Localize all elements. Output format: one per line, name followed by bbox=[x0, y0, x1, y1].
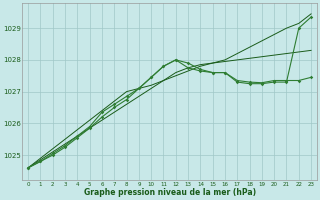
X-axis label: Graphe pression niveau de la mer (hPa): Graphe pression niveau de la mer (hPa) bbox=[84, 188, 256, 197]
